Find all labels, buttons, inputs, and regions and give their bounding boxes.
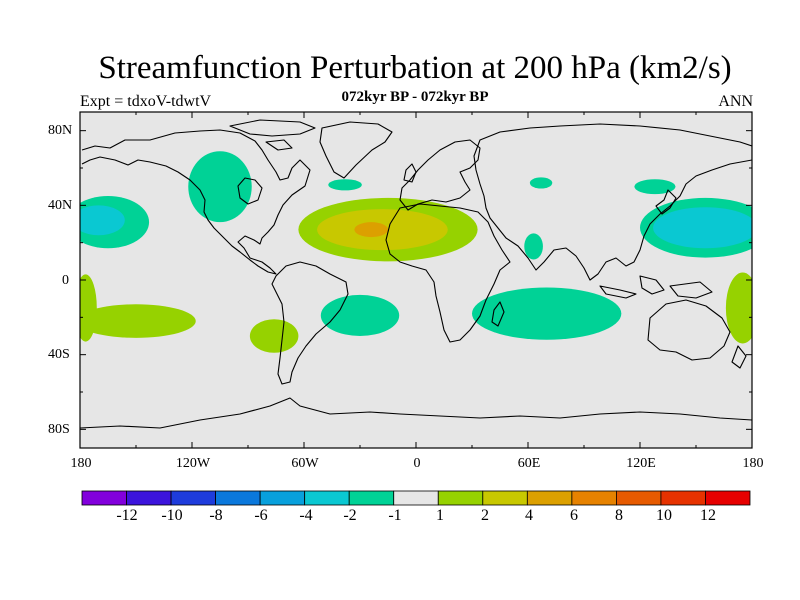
contour-region <box>354 222 389 238</box>
colorbar-swatch <box>126 490 172 506</box>
colorbar-swatch <box>215 490 261 506</box>
colorbar-swatch <box>81 490 127 506</box>
contour-region <box>80 304 196 338</box>
contour-region <box>320 294 400 336</box>
lon-tick-60w: 60W <box>291 456 319 471</box>
coastline-british-isles <box>403 163 417 183</box>
lat-tick-40n: 40N <box>48 198 73 213</box>
colorbar-swatch <box>348 490 395 506</box>
coastline-madagascar <box>491 301 505 327</box>
lon-tick-120w: 120W <box>175 456 211 471</box>
contour-region <box>524 233 543 260</box>
coastline-hudson-bay <box>237 177 263 205</box>
coastline-africa <box>385 203 511 343</box>
colorbar-label: -10 <box>161 507 183 524</box>
contour-region <box>249 319 299 353</box>
coastline-europe <box>399 139 481 211</box>
contour-region <box>80 274 97 342</box>
coastline-greenland <box>319 121 393 179</box>
coastline-australia <box>647 299 731 361</box>
colorbar-swatch <box>526 490 573 506</box>
colorbar-swatch <box>660 490 706 506</box>
colorbar-label: 4 <box>525 507 533 524</box>
lon-tick-180e: 180 <box>742 456 764 471</box>
colorbar-label: 8 <box>615 507 623 524</box>
streamfunction-field <box>80 151 752 353</box>
contour-region <box>653 207 752 249</box>
lon-tick-60e: 60E <box>517 456 541 471</box>
colorbar-label: 12 <box>700 507 716 524</box>
colorbar-label: -8 <box>209 507 223 524</box>
coastline-arctic-islands <box>229 119 316 151</box>
map-background <box>80 112 752 448</box>
colorbar-swatch <box>393 490 439 506</box>
axis-ticks <box>79 112 753 448</box>
contour-region <box>188 151 252 223</box>
contour-region <box>725 272 752 344</box>
colorbar-swatch <box>170 490 216 506</box>
experiment-label: Expt = tdxoV-tdwtV <box>80 93 212 110</box>
lon-tick-0: 0 <box>413 456 421 471</box>
contour-region <box>472 287 622 340</box>
contour-region <box>80 205 125 236</box>
lon-tick-120e: 120E <box>626 456 656 471</box>
colorbar-swatch <box>482 490 528 506</box>
colorbar-label: -4 <box>299 507 313 524</box>
colorbar-label: 2 <box>481 507 489 524</box>
colorbar-label: -12 <box>116 507 138 524</box>
colorbar-label: -1 <box>388 507 402 524</box>
coastline-new-zealand <box>731 345 747 369</box>
chart-subtitle: 072kyr BP - 072kyr BP <box>341 89 489 105</box>
colorbar-label: 1 <box>436 507 444 524</box>
colorbar-label: 10 <box>656 507 672 524</box>
contour-region <box>328 179 362 191</box>
lon-tick-180w: 180 <box>70 456 92 471</box>
colorbar-label: -2 <box>343 507 357 524</box>
colorbar-swatch <box>616 490 662 506</box>
coastline-asia <box>473 123 752 281</box>
coastline-japan <box>655 189 677 215</box>
lat-tick-0: 0 <box>62 273 69 288</box>
coastline-antarctica <box>80 397 752 429</box>
colorbar-swatch <box>705 490 751 506</box>
colorbar-label: -6 <box>254 507 268 524</box>
lat-tick-80n: 80N <box>48 123 73 138</box>
contour-region <box>634 179 676 195</box>
coastlines <box>80 119 752 429</box>
coastline-south-america <box>271 261 349 385</box>
coastline-indonesia <box>599 275 713 299</box>
colorbar-label: 6 <box>570 507 578 524</box>
colorbar-swatch <box>259 490 306 506</box>
colorbar <box>81 490 751 506</box>
chart-title: Streamfunction Perturbation at 200 hPa (… <box>98 50 732 86</box>
contour-region <box>529 177 553 189</box>
colorbar-swatch <box>304 490 350 506</box>
lat-tick-80s: 80S <box>48 422 70 437</box>
colorbar-swatch <box>571 490 617 506</box>
colorbar-swatch <box>437 490 484 506</box>
season-label: ANN <box>718 93 753 110</box>
coastline-north-america <box>81 129 311 275</box>
lat-tick-40s: 40S <box>48 347 70 362</box>
